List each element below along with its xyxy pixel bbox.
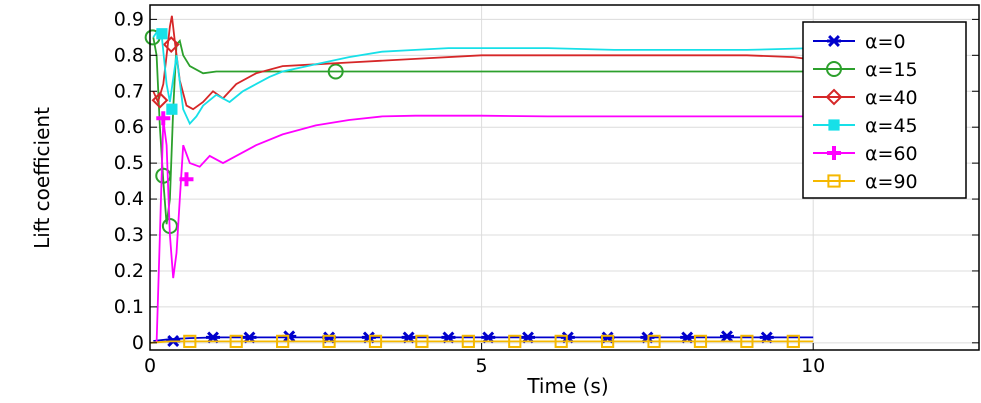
y-tick-label: 0.8 (114, 44, 144, 66)
y-tick-label: 0.4 (114, 188, 144, 210)
data-point (327, 63, 344, 80)
legend-marker (828, 119, 840, 131)
x-tick-label: 5 (476, 355, 488, 377)
legend-marker (827, 35, 841, 47)
legend: α=0 α=15 α=40 α=45 α=60 α=90 (802, 21, 967, 199)
data-point (151, 91, 169, 109)
series-0 (153, 330, 814, 347)
y-axis-title: Lift coefficient (30, 107, 54, 249)
legend-marker (826, 61, 842, 77)
series-line (149, 340, 814, 344)
x-tick-label: 10 (801, 355, 825, 377)
series-line (152, 28, 814, 126)
legend-item: α=0 (813, 31, 906, 53)
data-point (368, 334, 383, 348)
y-tick-label: 0.7 (114, 80, 144, 102)
data-point (155, 167, 172, 184)
y-tick-label: 0.3 (114, 224, 144, 246)
data-point (166, 103, 178, 115)
series-2 (151, 15, 814, 111)
data-point (229, 334, 243, 348)
data-point (156, 111, 171, 126)
legend-label: α=15 (865, 59, 918, 81)
data-point (740, 334, 754, 348)
data-point (719, 330, 734, 343)
data-point (322, 334, 336, 348)
ticks: 0 0.1 0.2 0.3 0.4 0.5 0.6 0.7 0.8 0.9 0 5 10 (114, 8, 979, 377)
y-tick-label: 0 (132, 332, 144, 354)
legend-marker (825, 88, 843, 106)
series-layer (144, 15, 814, 348)
legend-marker (827, 146, 841, 160)
legend-label: α=60 (865, 143, 918, 165)
plot-frame (149, 4, 980, 351)
legend-label: α=90 (865, 171, 918, 193)
x-axis-title: Time (s) (526, 374, 608, 398)
y-tick-label: 0.1 (114, 296, 144, 318)
data-point (786, 334, 800, 348)
legend-item: α=15 (813, 59, 918, 81)
x-tick-label: 0 (144, 355, 156, 377)
series-1 (144, 29, 814, 235)
data-point (179, 172, 194, 187)
legend-box (802, 21, 967, 199)
data-point (162, 36, 180, 53)
data-point (601, 334, 615, 348)
series-4 (155, 111, 814, 343)
legend-label: α=45 (865, 115, 918, 137)
y-tick-label: 0.2 (114, 260, 144, 282)
data-point (693, 334, 708, 348)
legend-label: α=0 (865, 31, 906, 53)
series-line (152, 15, 814, 111)
data-point (183, 334, 197, 348)
legend-label: α=40 (865, 87, 918, 109)
data-point (156, 28, 168, 40)
series-line (152, 37, 814, 225)
series-line (155, 114, 814, 343)
data-point (276, 334, 290, 348)
legend-item: α=45 (813, 115, 918, 137)
y-tick-label: 0.5 (114, 152, 144, 174)
data-point (508, 334, 522, 348)
legend-marker (827, 174, 841, 188)
data-point (415, 334, 429, 348)
legend-item: α=90 (813, 171, 918, 193)
y-tick-label: 0.9 (114, 8, 144, 30)
series-5 (149, 334, 814, 348)
legend-item: α=40 (813, 87, 918, 109)
legend-item: α=60 (813, 143, 918, 165)
data-point (647, 334, 661, 348)
y-tick-label: 0.6 (114, 116, 144, 138)
data-point (461, 334, 475, 348)
series-3 (152, 28, 814, 126)
data-point (554, 334, 568, 348)
